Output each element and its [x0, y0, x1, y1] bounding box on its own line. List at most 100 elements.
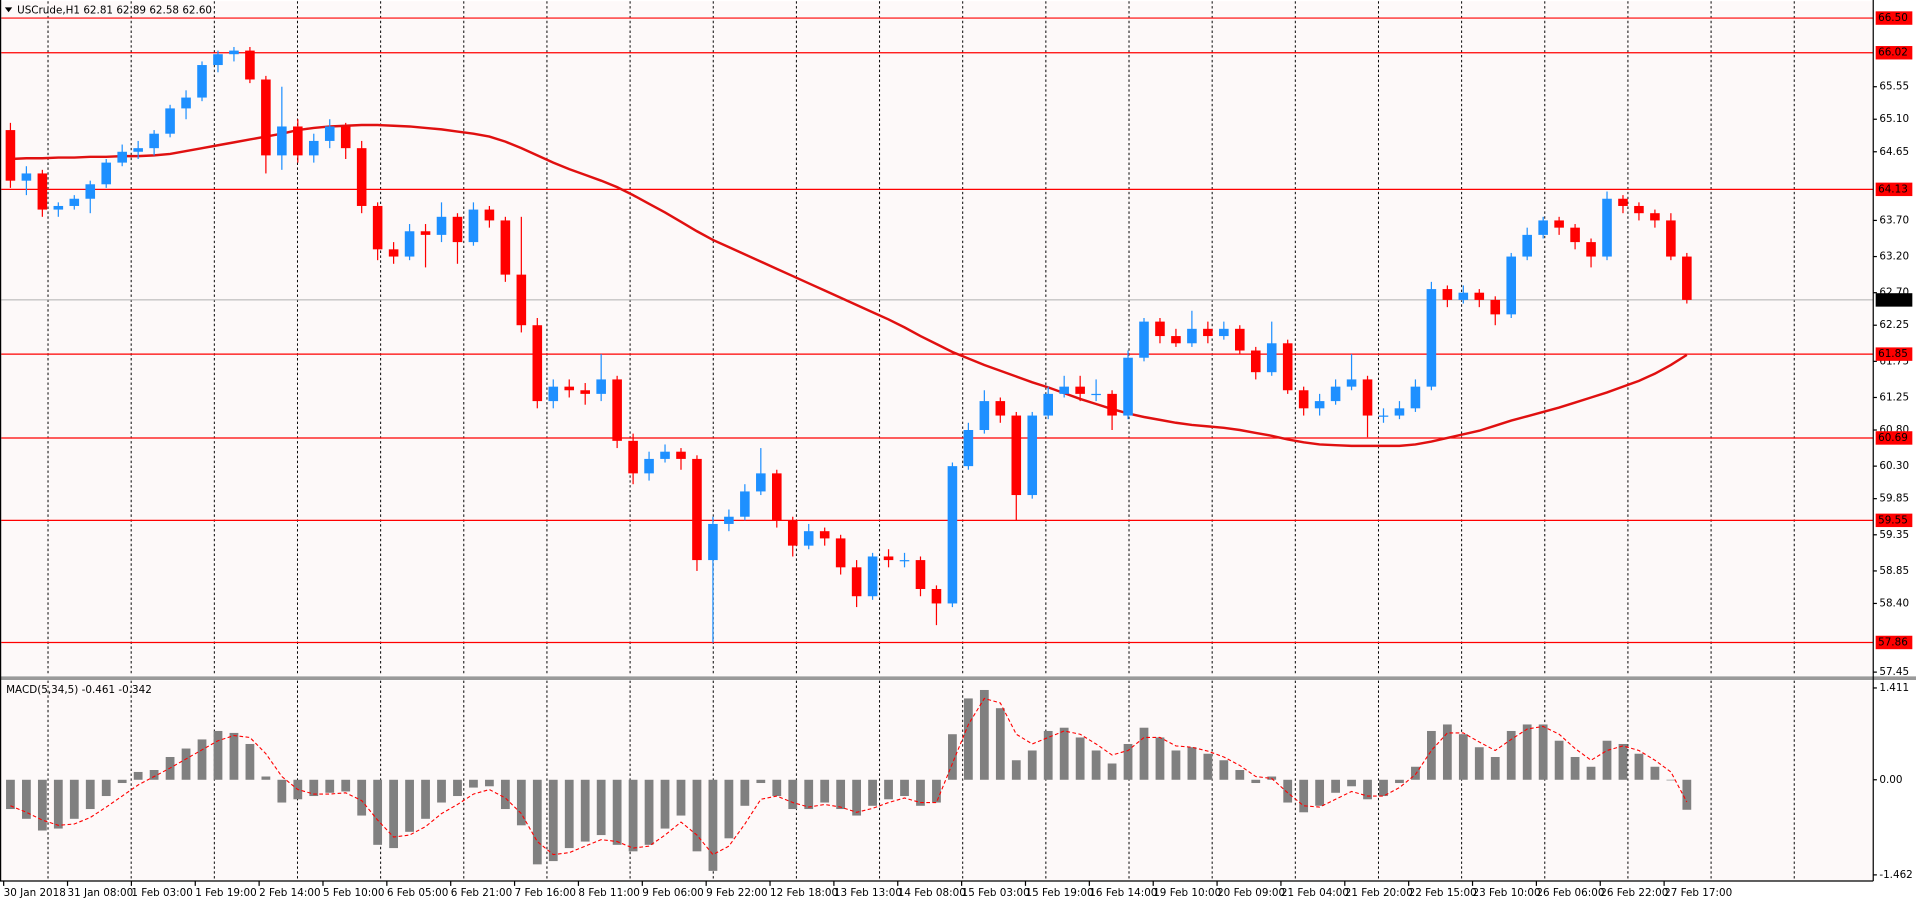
candle-body: [340, 126, 351, 149]
macd-bar: [53, 779, 63, 829]
candle-body: [1602, 198, 1612, 257]
x-tick-label: 27 Feb 17:00: [1664, 887, 1732, 899]
macd-bar: [309, 779, 319, 797]
candle-body: [1570, 227, 1580, 243]
y-tick-label: 0.00: [1879, 774, 1902, 786]
candle-body: [596, 379, 606, 394]
candle-body: [532, 325, 543, 402]
level-label: 61.85: [1878, 348, 1908, 360]
macd-bar: [1538, 724, 1548, 780]
level-label-box: [1875, 11, 1913, 25]
macd-bar: [213, 730, 223, 780]
x-tick-label: 9 Feb 06:00: [642, 887, 703, 899]
y-tick-label: -1.462: [1879, 869, 1912, 881]
macd-bar: [1634, 753, 1644, 780]
candle-body: [1250, 350, 1261, 373]
candle-body: [229, 50, 239, 55]
candle-body: [468, 209, 479, 243]
macd-bar: [644, 779, 654, 845]
candle-body: [580, 390, 590, 394]
y-tick-label: 61.75: [1879, 355, 1909, 367]
candle-body: [388, 249, 399, 257]
macd-bar: [979, 689, 989, 780]
candle-body: [1282, 343, 1293, 391]
macd-bar: [453, 779, 462, 797]
candle-body: [1059, 386, 1069, 394]
y-tick-label: 58.85: [1879, 565, 1909, 577]
candle-body: [1506, 256, 1517, 315]
candle-body: [5, 130, 16, 181]
macd-bar: [1043, 730, 1053, 780]
candle-body: [947, 466, 958, 604]
x-tick-label: 1 Feb 19:00: [195, 887, 256, 899]
macd-bar: [596, 779, 606, 836]
macd-bar: [469, 779, 478, 788]
macd-bar: [1091, 750, 1101, 780]
y-tick-label: 57.45: [1879, 666, 1909, 678]
level-label-box: [1875, 46, 1913, 60]
macd-bar: [532, 779, 542, 865]
candle-body: [867, 556, 878, 597]
x-tick-label: 6 Feb 21:00: [451, 887, 512, 899]
candle-body: [308, 140, 319, 156]
y-tick-label: 60.30: [1879, 460, 1909, 472]
macd-bar: [421, 779, 430, 819]
level-label: 66.50: [1878, 12, 1908, 24]
macd-bar: [1554, 740, 1564, 780]
candle-body: [372, 205, 383, 250]
candle-body: [197, 65, 207, 98]
candle-body: [277, 126, 287, 156]
candle-body: [1314, 401, 1325, 409]
y-tick-label: 64.65: [1879, 146, 1909, 158]
y-tick-label: 1.411: [1879, 682, 1909, 694]
x-tick-label: 15 Feb 19:00: [1025, 887, 1093, 899]
macd-bar: [1219, 760, 1229, 780]
macd-bar: [1490, 756, 1500, 780]
candle-body: [85, 184, 96, 199]
candle-body: [484, 209, 495, 221]
macd-bar: [1395, 779, 1404, 784]
macd-bar: [516, 779, 526, 826]
candle-body: [356, 148, 367, 206]
candle-body: [660, 451, 670, 459]
candle-body: [165, 108, 175, 134]
candle-body: [1219, 328, 1229, 337]
candle-body: [1410, 386, 1421, 409]
macd-bar: [756, 779, 766, 784]
macd-bar: [101, 779, 111, 797]
candle-body: [1346, 379, 1357, 387]
macd-bar: [1235, 770, 1245, 780]
macd-bar: [1299, 779, 1309, 813]
x-tick-label: 13 Feb 13:00: [834, 887, 902, 899]
macd-bar: [181, 748, 191, 780]
macd-bar: [1379, 779, 1388, 797]
candle-body: [1522, 234, 1532, 257]
candle-body: [436, 216, 447, 235]
candle-body: [516, 274, 527, 326]
candle-body: [835, 538, 846, 568]
x-tick-label: 23 Feb 10:00: [1473, 887, 1541, 899]
candle-body: [1650, 213, 1660, 221]
candle-body: [1139, 321, 1149, 358]
candle-body: [803, 531, 814, 546]
candle-body: [915, 560, 926, 589]
macd-bar: [868, 779, 877, 806]
macd-bar: [117, 779, 127, 784]
macd-bar: [341, 779, 351, 792]
y-tick-label: 62.25: [1879, 319, 1909, 331]
candle-body: [1394, 408, 1405, 416]
level-label-box: [1875, 431, 1913, 445]
candle-body: [69, 198, 80, 206]
chart-title: USCrude,H1 62.81 62.89 62.58 62.60: [17, 4, 212, 16]
candle-body: [772, 473, 782, 521]
macd-bar: [325, 779, 335, 793]
candle-body: [21, 173, 32, 181]
macd-bar: [692, 779, 702, 852]
x-tick-label: 21 Feb 20:00: [1345, 887, 1413, 899]
y-tick-label: 62.70: [1879, 287, 1909, 299]
candle-body: [692, 458, 702, 561]
level-label: 64.13: [1878, 183, 1908, 195]
macd-bar: [1107, 763, 1117, 780]
x-tick-label: 31 Jan 08:00: [68, 887, 134, 899]
candle-body: [1458, 292, 1469, 300]
